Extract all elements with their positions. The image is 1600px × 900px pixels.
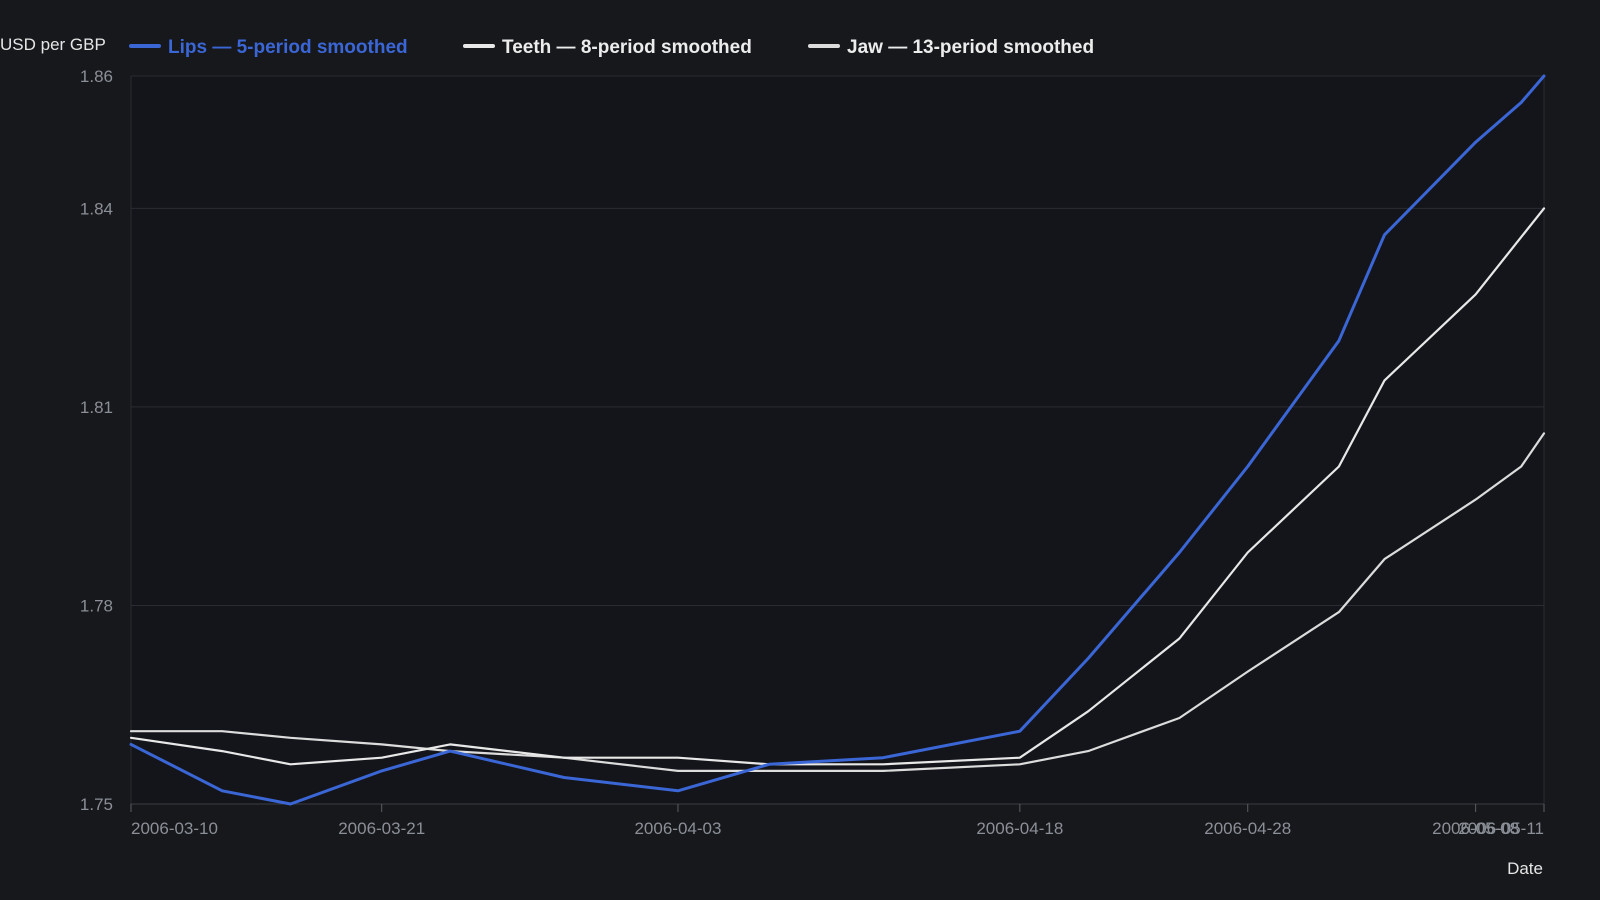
y-tick-label: 1.84 — [80, 199, 113, 218]
y-axis-title: USD per GBP — [0, 35, 106, 54]
series-line — [129, 74, 1546, 806]
y-tick-label: 1.86 — [80, 67, 113, 86]
y-axis-ticks: 1.75 1.78 1.81 1.84 1.86 — [80, 67, 113, 814]
legend-label: Jaw — 13-period smoothed — [847, 37, 1094, 58]
grid-lines — [130, 75, 1545, 804]
series-line — [129, 207, 1546, 766]
x-tick-label: 2006-03-21 — [338, 819, 425, 838]
legend-label: Teeth — 8-period smoothed — [502, 37, 752, 58]
y-tick-label: 1.75 — [80, 795, 113, 814]
x-axis-ticks: 2006-03-10 2006-03-21 2006-04-03 2006-04-18… — [130, 804, 1545, 838]
x-tick-label: 2006-03-10 — [131, 819, 218, 838]
x-axis-title: Date — [1507, 859, 1543, 878]
legend: Lips — 5-period smoothed Teeth — 8-period… — [129, 37, 1094, 58]
plot-background — [131, 76, 1544, 804]
x-tick-label: 2006-05-11 — [1458, 819, 1544, 838]
y-tick-label: 1.81 — [80, 398, 113, 417]
x-tick-label: 2006-04-03 — [634, 819, 721, 838]
x-tick-label: 2006-05-08 — [1432, 819, 1519, 838]
x-tick-label: 2006-04-18 — [976, 819, 1063, 838]
series-line — [129, 432, 1546, 773]
y-tick-label: 1.78 — [80, 596, 113, 615]
legend-label: Lips — 5-period smoothed — [168, 37, 408, 58]
x-tick-label: 2006-04-28 — [1204, 819, 1291, 838]
series-lines — [129, 74, 1546, 806]
